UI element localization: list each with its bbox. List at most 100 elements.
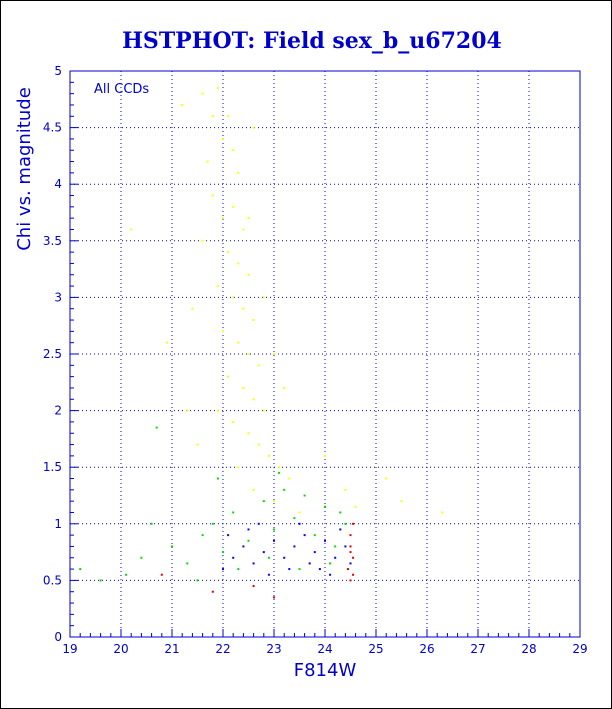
scatter-point (227, 534, 230, 537)
scatter-point (99, 579, 102, 582)
chart-title: HSTPHOT: Field sex_b_u67204 (122, 28, 502, 54)
scatter-point (125, 573, 128, 576)
scatter-point (160, 573, 163, 576)
scatter-point (247, 273, 250, 276)
scatter-point (216, 86, 219, 89)
grid-lines (70, 71, 580, 637)
scatter-point (165, 341, 168, 344)
scatter-point (222, 551, 224, 554)
x-tick-label: 29 (572, 642, 587, 656)
scatter-point (288, 477, 291, 480)
scatter-point (293, 545, 296, 548)
scatter-point (196, 579, 199, 582)
scatter-point (308, 562, 311, 565)
scatter-point (303, 534, 306, 537)
axis-ticks: 19 20 21 22 23 24 25 26 27 28 29 0 0.5 1 1.5 2 2.5 3 3.5 4 4… (43, 64, 588, 656)
scatter-point (242, 228, 245, 231)
scatter-points (79, 86, 444, 599)
scatter-point (211, 115, 214, 118)
scatter-point (349, 534, 352, 537)
scatter-point (352, 573, 355, 576)
scatter-point (267, 454, 270, 457)
x-tick-label: 20 (113, 642, 128, 656)
scatter-point (273, 539, 275, 542)
scatter-point (349, 545, 352, 548)
scatter-point (283, 386, 286, 389)
scatter-point (232, 420, 235, 423)
scatter-point (222, 137, 224, 140)
scatter-point (349, 551, 352, 554)
scatter-point (237, 341, 240, 344)
scatter-point (278, 471, 281, 474)
y-axis-label: Chi vs. magnitude (14, 87, 35, 251)
x-tick-label: 26 (419, 642, 434, 656)
scatter-point (352, 522, 355, 525)
y-tick-label: 3.5 (43, 234, 62, 248)
scatter-point (237, 262, 240, 265)
scatter-point (267, 573, 270, 576)
scatter-point (313, 551, 316, 554)
scatter-point (247, 539, 250, 542)
scatter-point (242, 307, 245, 310)
scatter-point (247, 432, 250, 435)
x-axis-label: F814W (294, 660, 357, 681)
scatter-point (196, 443, 199, 446)
scatter-point (130, 228, 133, 231)
scatter-point (232, 556, 235, 559)
scatter-point (298, 568, 301, 571)
scatter-point (232, 511, 235, 514)
scatter-point (201, 534, 204, 537)
scatter-point (79, 568, 82, 571)
scatter-point (191, 307, 194, 310)
scatter-point (273, 353, 275, 355)
scatter-point (400, 500, 403, 503)
scatter-point (186, 409, 189, 412)
scatter-point (441, 511, 444, 514)
y-tick-label: 1.5 (43, 460, 62, 474)
scatter-point (252, 562, 255, 565)
scatter-point (283, 556, 286, 559)
scatter-point (293, 517, 296, 520)
scatter-point (344, 488, 347, 491)
scatter-point (385, 477, 388, 480)
y-tick-label: 4.5 (43, 121, 62, 135)
x-tick-label: 28 (521, 642, 536, 656)
scatter-point (181, 103, 184, 106)
y-tick-label: 2.5 (43, 347, 62, 361)
scatter-point (329, 562, 332, 565)
scatter-point (237, 466, 240, 469)
scatter-point (242, 386, 245, 389)
scatter-point (247, 528, 250, 531)
scatter-point (247, 217, 250, 220)
scatter-point (237, 171, 240, 174)
scatter-point (273, 596, 275, 599)
scatter-point (283, 488, 286, 491)
x-tick-label: 22 (215, 642, 230, 656)
scatter-point (354, 505, 357, 508)
scatter-point (303, 494, 306, 497)
scatter-point (150, 522, 153, 525)
scatter-point (318, 568, 321, 571)
y-tick-label: 5 (54, 64, 62, 78)
scatter-point (247, 353, 250, 355)
scatter-point (334, 556, 337, 559)
scatter-point (216, 477, 219, 480)
scatter-point (211, 590, 214, 593)
y-tick-label: 2 (54, 404, 62, 418)
y-tick-label: 0 (54, 630, 62, 644)
scatter-point (237, 568, 240, 571)
scatter-point (232, 205, 235, 208)
scatter-point (262, 500, 265, 503)
y-tick-label: 0.5 (43, 573, 62, 587)
scatter-point (352, 556, 355, 559)
scatter-point (171, 545, 173, 548)
x-tick-label: 27 (470, 642, 485, 656)
scatter-point (313, 534, 316, 537)
scatter-point (298, 511, 301, 514)
scatter-point (339, 511, 342, 514)
x-tick-label: 25 (368, 642, 383, 656)
scatter-point (273, 528, 275, 531)
x-tick-label: 24 (317, 642, 332, 656)
scatter-point (211, 522, 214, 525)
